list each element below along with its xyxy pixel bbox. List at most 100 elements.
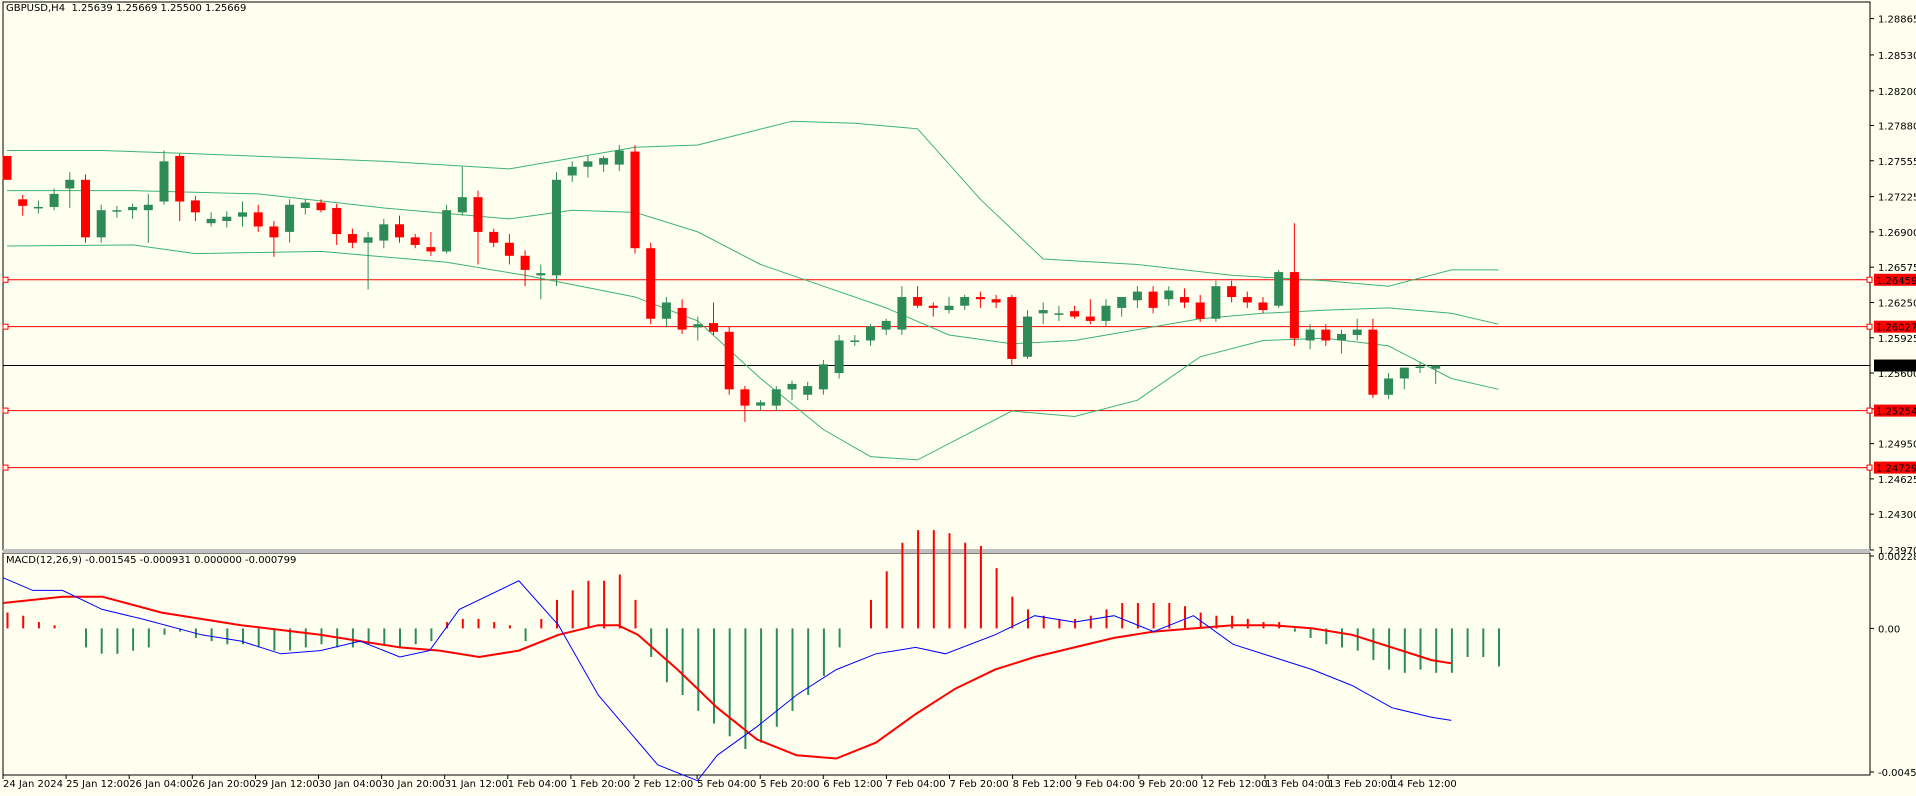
- bull-candle: [1038, 310, 1048, 314]
- bear-candle: [709, 323, 718, 332]
- price-tick-label: 1.26575: [1878, 263, 1916, 274]
- bull-candle: [442, 210, 452, 252]
- bear-candle: [1070, 311, 1080, 317]
- bear-candle: [190, 200, 200, 213]
- time-axis-label: 1 Feb 20:00: [571, 779, 630, 790]
- bull-candle: [944, 305, 954, 311]
- time-axis-label: 7 Feb 04:00: [886, 779, 945, 790]
- price-tick-label: 1.24950: [1878, 440, 1916, 451]
- bear-candle: [991, 299, 1001, 303]
- macd-label: MACD(12,26,9): [6, 555, 82, 566]
- bull-candle: [238, 212, 247, 217]
- level-marker: [1866, 464, 1873, 471]
- level-price-tag: [1874, 404, 1916, 417]
- bear-candle: [426, 247, 436, 252]
- bull-candle: [49, 193, 59, 207]
- bull-candle: [1384, 378, 1394, 395]
- level-marker: [1866, 276, 1873, 283]
- current-price-tag: [1874, 359, 1916, 372]
- bull-candle: [1211, 286, 1221, 319]
- bear-candle: [913, 297, 923, 306]
- macd-values: -0.001545 -0.000931 0.000000 -0.000799: [85, 555, 297, 566]
- bull-candle: [614, 150, 624, 165]
- bear-candle: [1242, 297, 1252, 303]
- bull-candle: [1117, 297, 1127, 308]
- macd-signal-line: [2, 595, 1452, 760]
- level-price-label: 1.26459: [1876, 276, 1916, 287]
- bear-candle: [677, 307, 687, 330]
- bear-candle: [175, 155, 185, 202]
- bull-candle: [1101, 305, 1111, 321]
- level-marker: [2, 276, 9, 283]
- bollinger-upper-band: [7, 120, 1499, 287]
- time-axis-label: 8 Feb 12:00: [1013, 779, 1072, 790]
- bear-candle: [520, 255, 530, 270]
- time-axis-label: 29 Jan 12:00: [255, 779, 318, 790]
- bear-candle: [1180, 297, 1189, 303]
- bear-candle: [269, 226, 279, 238]
- macd-tick-label: -0.004527: [1878, 768, 1916, 779]
- bear-candle: [630, 151, 640, 249]
- bear-candle: [347, 234, 357, 243]
- bull-candle: [300, 202, 310, 209]
- bear-candle: [646, 248, 656, 319]
- bull-candle: [457, 197, 467, 213]
- price-tick-label: 1.24300: [1878, 510, 1916, 521]
- symbol-label: GBPUSD,H4: [6, 3, 66, 14]
- bull-candle: [1164, 290, 1174, 300]
- bear-candle: [410, 237, 420, 245]
- price-tick-label: 1.26250: [1878, 298, 1916, 309]
- time-axis-label: 6 Feb 12:00: [823, 779, 882, 790]
- bear-candle: [253, 212, 263, 227]
- bull-candle: [206, 218, 216, 224]
- bull-candle: [128, 206, 138, 211]
- level-price-tag: [1874, 320, 1916, 333]
- level-marker: [1866, 323, 1873, 330]
- bull-candle: [818, 364, 828, 390]
- price-header: GBPUSD,H4 1.25639 1.25669 1.25500 1.2566…: [6, 3, 246, 14]
- bear-candle: [1085, 316, 1095, 321]
- time-axis-label: 5 Feb 20:00: [760, 779, 819, 790]
- bull-candle: [866, 326, 875, 341]
- bull-candle: [159, 161, 169, 202]
- bull-candle: [567, 166, 577, 176]
- bear-candle: [2, 155, 12, 180]
- bull-candle: [897, 297, 907, 330]
- bull-candle: [1023, 316, 1032, 357]
- bear-candle: [1368, 329, 1378, 395]
- bear-candle: [975, 297, 985, 300]
- bull-candle: [1415, 366, 1425, 369]
- bear-candle: [1195, 302, 1205, 319]
- bull-candle: [881, 320, 891, 330]
- time-axis-label: 30 Jan 20:00: [382, 779, 445, 790]
- bull-candle: [536, 273, 546, 276]
- price-tick-label: 1.27880: [1878, 122, 1916, 133]
- macd-main-line: [2, 577, 1452, 782]
- bull-candle: [285, 204, 295, 232]
- time-axis-label: 30 Jan 04:00: [319, 779, 382, 790]
- bull-candle: [1054, 313, 1064, 315]
- time-axis-label: 25 Jan 12:00: [66, 779, 129, 790]
- macd-tick-label: 0.002283: [1878, 552, 1916, 563]
- bear-candle: [1007, 297, 1017, 359]
- time-axis-label: 5 Feb 04:00: [697, 779, 756, 790]
- bull-candle: [379, 224, 389, 241]
- bear-candle: [928, 305, 938, 308]
- level-marker: [1866, 407, 1873, 414]
- bull-candle: [850, 340, 860, 342]
- time-axis-label: 26 Jan 04:00: [129, 779, 192, 790]
- time-axis-label: 12 Feb 12:00: [1202, 779, 1268, 790]
- bear-candle: [1321, 329, 1331, 341]
- time-axis-label: 14 Feb 12:00: [1391, 779, 1457, 790]
- bear-candle: [1227, 286, 1237, 298]
- level-price-label: 1.25254: [1876, 407, 1916, 418]
- bear-candle: [18, 199, 28, 206]
- bull-candle: [65, 179, 75, 189]
- level-price-tag: [1874, 273, 1916, 286]
- time-axis-label: 7 Feb 20:00: [950, 779, 1009, 790]
- bear-candle: [1148, 291, 1158, 308]
- time-axis-label: 31 Jan 12:00: [445, 779, 508, 790]
- time-axis-label: 9 Feb 20:00: [1139, 779, 1198, 790]
